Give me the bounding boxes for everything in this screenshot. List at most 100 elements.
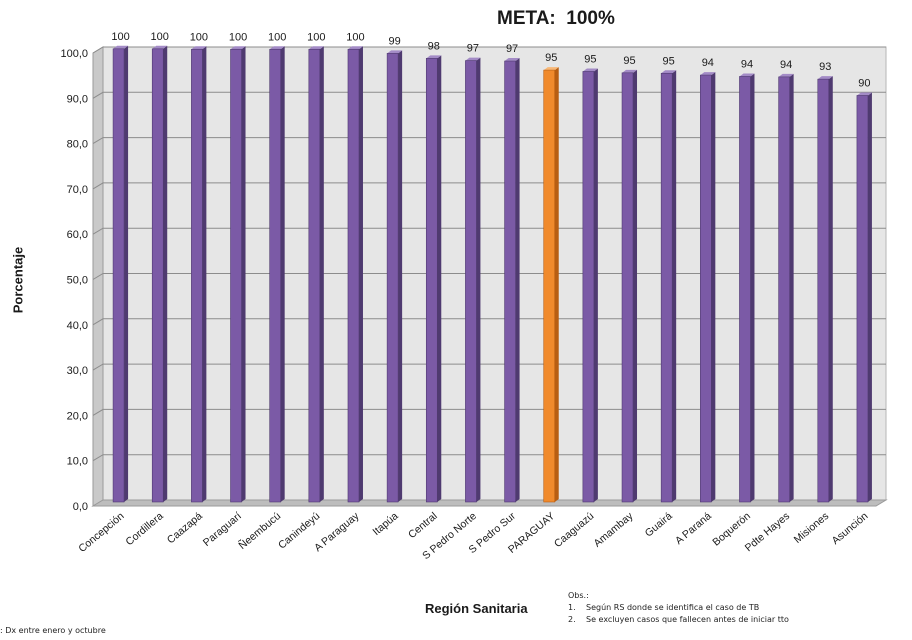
data-label: 100 [229, 31, 247, 43]
x-tick-label: Guairá [643, 510, 675, 540]
observation-number: 1. [568, 603, 576, 612]
x-tick-label: Caaguazú [552, 510, 597, 550]
bar-side [711, 72, 716, 502]
observations-note: Obs.: 1. Según RS donde se identifica el … [568, 590, 912, 626]
y-tick-label: 10,0 [67, 456, 88, 468]
bar-side [828, 76, 833, 503]
y-tick-label: 80,0 [67, 139, 88, 151]
data-label: 90 [858, 77, 870, 89]
bar [856, 95, 869, 503]
y-tick-label: 70,0 [67, 184, 88, 196]
bar-top [504, 58, 520, 62]
observation-text: Según RS donde se identifica el caso de … [586, 603, 760, 612]
y-tick-label: 0,0 [73, 501, 88, 513]
bar-top [308, 46, 324, 50]
bar-side [476, 57, 481, 503]
bar-top [113, 45, 129, 49]
bar-side [867, 92, 872, 502]
bar-top [269, 46, 285, 50]
observation-text: Se excluyen casos que fallecen antes de … [586, 615, 789, 624]
bar [347, 48, 360, 503]
bar [230, 48, 242, 503]
bar [700, 74, 712, 503]
bar-side [515, 58, 520, 502]
data-label: 99 [389, 35, 401, 47]
data-label: 95 [623, 55, 635, 67]
data-label: 100 [190, 31, 208, 43]
x-tick-label: Amambay [592, 510, 636, 550]
bar-side [789, 73, 794, 502]
bar-side [554, 67, 559, 502]
data-label: 95 [584, 53, 596, 65]
bar-top [778, 73, 794, 77]
bar [112, 48, 125, 503]
data-label: 100 [307, 31, 325, 43]
data-label: 97 [506, 43, 518, 55]
y-tick-label: 30,0 [67, 365, 88, 377]
bar [386, 53, 399, 503]
gridline [92, 46, 886, 54]
data-label: 94 [780, 59, 792, 71]
bar-top [543, 67, 559, 71]
observations-heading: Obs.: [568, 591, 589, 600]
bar [465, 60, 477, 503]
bar-side [280, 46, 285, 502]
bar [504, 60, 516, 503]
y-tick-label: 20,0 [67, 410, 88, 422]
x-tick-label: Asunción [830, 510, 871, 547]
bar [621, 72, 634, 503]
bar-top [230, 46, 246, 50]
bar [817, 78, 830, 503]
bar [191, 48, 203, 503]
bar-top [426, 55, 442, 59]
data-label: 94 [741, 58, 753, 70]
bar-side [437, 55, 442, 502]
bar-side [163, 45, 168, 502]
bar-side [202, 46, 207, 502]
data-label: 100 [346, 31, 364, 43]
data-label: 100 [111, 31, 129, 43]
bar-top [856, 92, 872, 96]
bar-side [124, 45, 129, 502]
data-label: 94 [702, 57, 714, 69]
bar-top [465, 57, 481, 61]
bar [308, 48, 321, 503]
bar-top [700, 72, 716, 76]
bar [543, 69, 556, 503]
bar [739, 76, 751, 503]
data-label: 93 [819, 61, 831, 73]
bar-top [347, 46, 363, 50]
x-tick-label: Itapúa [370, 510, 400, 538]
data-label: 95 [545, 52, 557, 64]
x-tick-label: A Paraná [673, 510, 714, 547]
chart-title: META: 100% [497, 8, 615, 29]
y-axis-label: Porcentaje [10, 246, 26, 314]
observation-item-1: 1. Según RS donde se identifica el caso d… [568, 602, 912, 614]
bar [778, 76, 790, 503]
x-tick-label: Central [406, 510, 440, 541]
y-tick-label: 100,0 [60, 48, 88, 60]
bar-top [191, 46, 207, 50]
x-tick-label: Ñeembucú [236, 509, 283, 552]
data-label: 97 [467, 43, 479, 55]
x-tick-label: Cordillera [124, 510, 166, 548]
y-tick-label: 90,0 [67, 93, 88, 105]
bar-side [593, 68, 598, 502]
bar-side [398, 50, 403, 502]
bar-top [622, 69, 638, 73]
data-label: 95 [663, 55, 675, 67]
bar-side [358, 46, 363, 502]
plot-floor [91, 499, 888, 507]
observation-number: 2. [568, 615, 576, 624]
bar [151, 48, 164, 503]
bar-top [387, 50, 403, 54]
y-tick-label: 50,0 [67, 275, 88, 287]
bar-side [241, 46, 246, 502]
x-axis-label: Región Sanitaria [425, 601, 528, 616]
bar-side [319, 46, 324, 502]
x-tick-label: Concepción [76, 510, 126, 555]
bar-side [750, 73, 755, 502]
bar-top [661, 70, 677, 74]
footnote: : Dx entre enero y octubre [0, 626, 106, 635]
